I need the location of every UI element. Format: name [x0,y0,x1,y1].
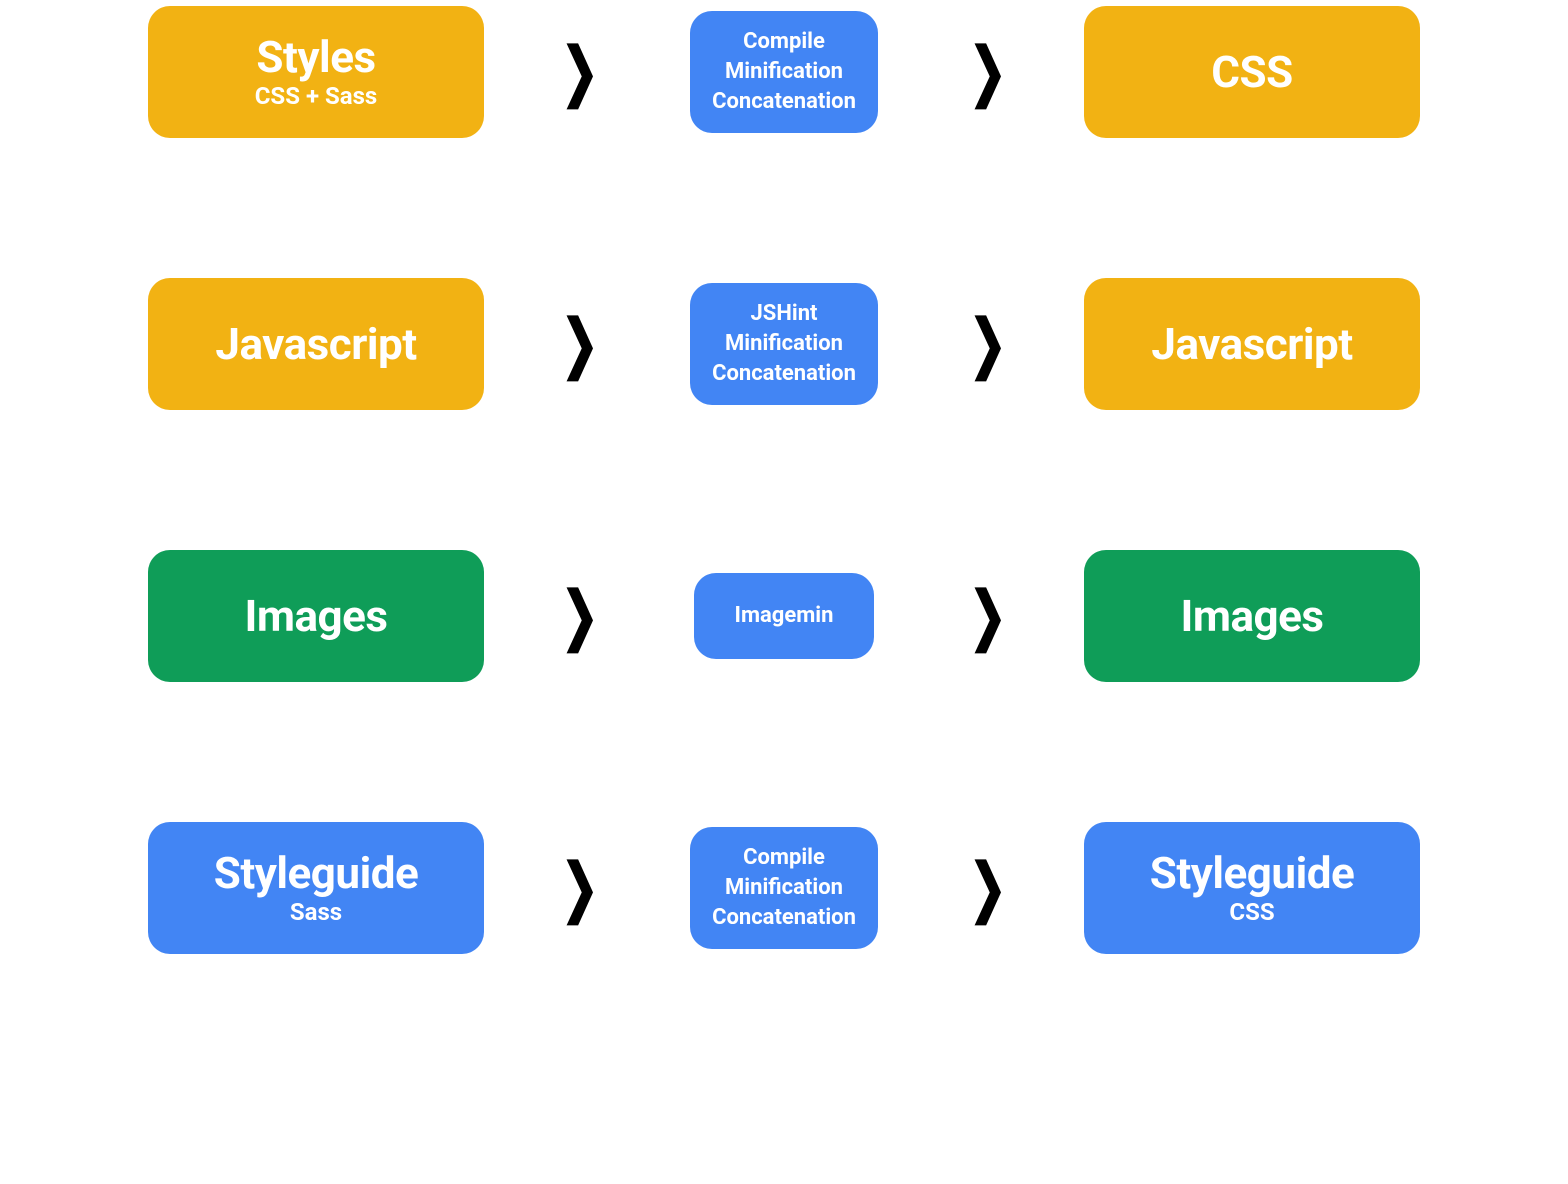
input-box-javascript: Javascript [148,278,484,410]
process-box-styles: Compile Minification Concatenation [690,11,878,132]
process-box-images: Imagemin [694,573,874,659]
build-pipeline-diagram: Styles CSS + Sass ❯ Compile Minification… [148,0,1420,954]
output-title: Styleguide [1150,850,1355,896]
input-subtitle: CSS + Sass [255,82,378,111]
input-title: Styles [256,34,375,80]
pipeline-row: Images ❯ Imagemin ❯ Images [148,550,1420,682]
process-box-javascript: JSHint Minification Concatenation [690,283,878,404]
process-line: JSHint [751,299,818,329]
output-title: CSS [1211,49,1292,95]
chevron-right-icon: ❯ [561,312,599,376]
process-line: Compile [743,843,825,873]
chevron-right-icon: ❯ [561,584,599,648]
output-box-css: CSS [1084,6,1420,138]
process-line: Concatenation [712,903,856,933]
process-line: Concatenation [712,359,856,389]
pipeline-row: Styles CSS + Sass ❯ Compile Minification… [148,6,1420,138]
input-title: Styleguide [214,850,419,896]
process-line: Minification [725,873,843,903]
output-box-styleguide: Styleguide CSS [1084,822,1420,954]
process-line: Minification [725,57,843,87]
input-box-images: Images [148,550,484,682]
chevron-right-icon: ❯ [969,584,1007,648]
process-line: Concatenation [712,87,856,117]
pipeline-row: Javascript ❯ JSHint Minification Concate… [148,278,1420,410]
input-title: Javascript [215,321,416,367]
output-title: Javascript [1151,321,1352,367]
chevron-right-icon: ❯ [561,40,599,104]
chevron-right-icon: ❯ [969,856,1007,920]
output-box-images: Images [1084,550,1420,682]
process-box-styleguide: Compile Minification Concatenation [690,827,878,948]
chevron-right-icon: ❯ [969,312,1007,376]
output-subtitle: CSS [1229,898,1274,927]
chevron-right-icon: ❯ [969,40,1007,104]
output-box-javascript: Javascript [1084,278,1420,410]
output-title: Images [1180,593,1323,639]
chevron-right-icon: ❯ [561,856,599,920]
pipeline-row: Styleguide Sass ❯ Compile Minification C… [148,822,1420,954]
process-line: Compile [743,27,825,57]
input-box-styles: Styles CSS + Sass [148,6,484,138]
input-title: Images [244,593,387,639]
input-subtitle: Sass [290,898,342,927]
input-box-styleguide: Styleguide Sass [148,822,484,954]
process-line: Minification [725,329,843,359]
process-line: Imagemin [735,601,834,631]
